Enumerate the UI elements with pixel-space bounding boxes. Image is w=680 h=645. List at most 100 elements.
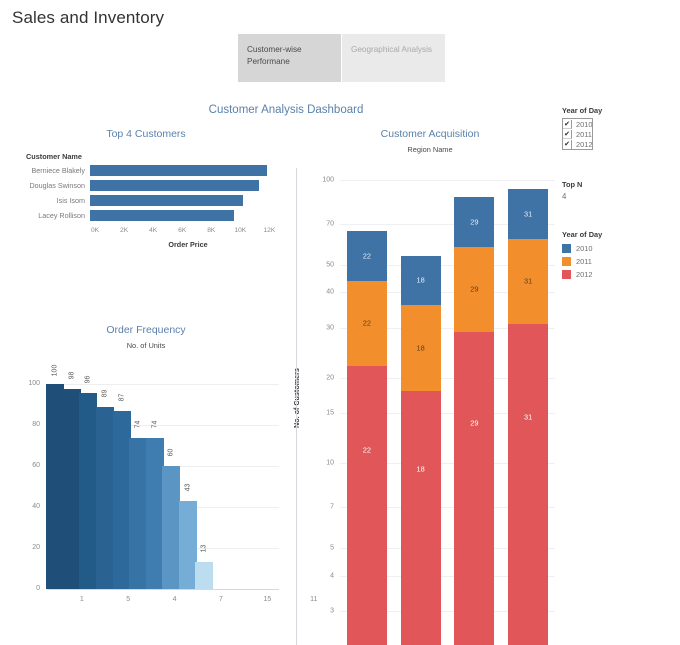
customer-acquisition-column: 31 31 31 bbox=[501, 168, 555, 645]
order-frequency-bar[interactable] bbox=[145, 437, 164, 589]
order-frequency-bar[interactable] bbox=[112, 411, 131, 589]
customer-acquisition-gridline bbox=[340, 264, 555, 266]
top4-row-header: Customer Name bbox=[26, 152, 82, 161]
order-frequency-y-tick: 80 bbox=[32, 421, 40, 429]
top4-bar[interactable] bbox=[90, 195, 243, 206]
customer-acquisition-gridline bbox=[340, 223, 555, 225]
chart-title-order-frequency: Order Frequency bbox=[106, 324, 186, 336]
top-n-parameter: Top N 4 bbox=[562, 180, 680, 201]
top4-x-tick: 6K bbox=[178, 227, 187, 234]
customer-acquisition-segment-value: 29 bbox=[470, 217, 479, 227]
order-frequency-bar[interactable] bbox=[96, 406, 115, 589]
customer-acquisition-segment[interactable]: 29 bbox=[454, 246, 495, 332]
customer-acquisition-segment-value: 18 bbox=[416, 343, 425, 353]
order-frequency-bar[interactable] bbox=[178, 501, 197, 589]
order-frequency-column: 100 bbox=[46, 364, 65, 589]
top4-x-axis: 0K 2K 4K 6K 8K 10K 12K bbox=[91, 227, 281, 239]
filter-checkbox-group[interactable]: ✔ 2010 ✔ 2011 ✔ 2012 bbox=[562, 118, 594, 150]
top4-row: Isis Isom bbox=[0, 194, 292, 207]
order-frequency-y-tick: 40 bbox=[32, 503, 40, 511]
customer-acquisition-segment-value: 22 bbox=[362, 318, 371, 328]
customer-acquisition-y-tick: 100 bbox=[322, 176, 334, 184]
order-frequency-bar[interactable] bbox=[162, 466, 181, 589]
chart-customer-acquisition: Customer Acquisition Region Name No. of … bbox=[292, 128, 564, 645]
order-frequency-bar[interactable] bbox=[62, 388, 81, 589]
customer-acquisition-segment[interactable]: 29 bbox=[454, 331, 495, 645]
page-title: Sales and Inventory bbox=[12, 8, 165, 27]
order-frequency-bar-value: 96 bbox=[84, 375, 92, 384]
customer-acquisition-column: 29 29 29 bbox=[448, 168, 502, 645]
order-frequency-bar[interactable] bbox=[79, 392, 98, 589]
order-frequency-bar-value: 60 bbox=[167, 448, 175, 457]
color-legend-label: 2012 bbox=[576, 270, 593, 279]
color-legend-item-2011[interactable]: 2011 bbox=[562, 255, 680, 268]
top4-bar[interactable] bbox=[90, 210, 234, 221]
top4-x-tick: 0K bbox=[90, 227, 100, 234]
customer-acquisition-segment[interactable]: 29 bbox=[454, 196, 495, 247]
customer-acquisition-y-tick: 40 bbox=[326, 288, 334, 296]
tab-customer-wise-performance[interactable]: Customer-wise Performane bbox=[238, 34, 341, 82]
top4-x-tick: 12K bbox=[263, 227, 276, 234]
checkbox-icon[interactable]: ✔ bbox=[563, 139, 572, 149]
order-frequency-bar[interactable] bbox=[129, 437, 148, 589]
customer-acquisition-gridline bbox=[340, 327, 555, 329]
order-frequency-column: 74 bbox=[129, 364, 148, 589]
customer-acquisition-y-tick: 3 bbox=[330, 607, 334, 615]
checkbox-icon[interactable]: ✔ bbox=[563, 129, 572, 139]
filter-item-2012[interactable]: ✔ 2012 bbox=[563, 139, 592, 149]
top4-bar[interactable] bbox=[90, 180, 259, 191]
customer-acquisition-segment[interactable]: 31 bbox=[508, 323, 549, 645]
order-frequency-baseline bbox=[47, 589, 279, 590]
top4-bar[interactable] bbox=[90, 165, 268, 176]
customer-acquisition-bars: 22 22 22 18 18 18 29 29 29 31 31 31 bbox=[340, 168, 555, 645]
customer-acquisition-stack: 22 22 22 bbox=[346, 230, 387, 645]
chart-title-top-4-customers: Top 4 Customers bbox=[106, 128, 186, 140]
checkbox-icon[interactable]: ✔ bbox=[563, 119, 572, 129]
customer-acquisition-segment[interactable]: 22 bbox=[346, 230, 387, 281]
customer-acquisition-segment[interactable]: 31 bbox=[508, 188, 549, 239]
color-legend-item-2012[interactable]: 2012 bbox=[562, 268, 680, 281]
customer-acquisition-y-tick: 30 bbox=[326, 324, 334, 332]
customer-acquisition-segment-value: 22 bbox=[362, 251, 371, 261]
customer-acquisition-y-tick: 15 bbox=[326, 409, 334, 417]
filter-item-label: 2011 bbox=[576, 129, 592, 139]
order-frequency-bar-value: 43 bbox=[184, 483, 192, 492]
order-frequency-bar[interactable] bbox=[195, 562, 214, 589]
customer-acquisition-segment[interactable]: 18 bbox=[400, 305, 441, 391]
customer-acquisition-segment[interactable]: 18 bbox=[400, 390, 441, 645]
customer-acquisition-segment[interactable]: 31 bbox=[508, 238, 549, 324]
top-n-value[interactable]: 4 bbox=[562, 192, 567, 201]
top4-row: Lacey Rollison bbox=[0, 209, 292, 222]
customer-acquisition-y-tick: 50 bbox=[326, 261, 334, 269]
order-frequency-bar-value: 87 bbox=[118, 393, 126, 402]
customer-acquisition-gridline bbox=[340, 575, 555, 577]
order-frequency-bar[interactable] bbox=[46, 384, 65, 589]
customer-acquisition-gridline bbox=[340, 462, 555, 464]
customer-acquisition-segment[interactable]: 22 bbox=[346, 365, 387, 645]
customer-acquisition-x-axis-title: Region Name bbox=[407, 145, 453, 154]
legend-column: Year of Day ✔ 2010 ✔ 2011 ✔ 2012 Top N 4 Year… bbox=[562, 106, 680, 281]
top4-x-tick: 8K bbox=[207, 227, 216, 234]
order-frequency-column bbox=[246, 364, 263, 589]
customer-acquisition-column: 22 22 22 bbox=[340, 168, 394, 645]
color-legend-items: 2010 2011 2012 bbox=[562, 242, 680, 281]
filter-item-2011[interactable]: ✔ 2011 bbox=[563, 129, 592, 139]
order-frequency-x-axis-title: No. of Units bbox=[126, 341, 166, 350]
customer-acquisition-gridline bbox=[340, 377, 555, 379]
year-of-day-color-legend: Year of Day 2010 2011 2012 bbox=[562, 230, 680, 281]
order-frequency-column: 98 bbox=[62, 364, 81, 589]
customer-acquisition-segment-value: 29 bbox=[470, 418, 479, 428]
top4-x-tick: 10K bbox=[234, 227, 247, 234]
tab-geographical-analysis[interactable]: Geographical Analysis bbox=[342, 34, 445, 82]
customer-acquisition-y-axis-line bbox=[296, 168, 297, 645]
customer-acquisition-segment[interactable]: 22 bbox=[346, 280, 387, 366]
filter-item-label: 2010 bbox=[576, 119, 593, 129]
filter-title: Year of Day bbox=[562, 106, 603, 115]
customer-acquisition-segment[interactable]: 18 bbox=[400, 255, 441, 306]
order-frequency-column: 60 bbox=[162, 364, 181, 589]
filter-item-2010[interactable]: ✔ 2010 bbox=[563, 119, 592, 129]
color-legend-item-2010[interactable]: 2010 bbox=[562, 242, 680, 255]
top4-customer-name: Isis Isom bbox=[56, 196, 85, 205]
order-frequency-x-tick: 7 bbox=[219, 596, 223, 603]
